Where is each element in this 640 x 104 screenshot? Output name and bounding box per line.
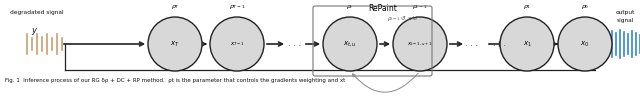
Text: $\rho_{T-1}$: $\rho_{T-1}$ — [229, 3, 245, 11]
Text: $\rho_0$: $\rho_0$ — [581, 3, 589, 11]
Text: $x_{t,u}$: $x_{t,u}$ — [343, 40, 357, 48]
Text: $x_{T-1}$: $x_{T-1}$ — [230, 40, 244, 48]
Text: $x_T$: $x_T$ — [170, 39, 180, 49]
Text: $\rho_{t-1}\circlearrowleft$ x U: $\rho_{t-1}\circlearrowleft$ x U — [387, 14, 419, 23]
Circle shape — [558, 17, 612, 71]
Text: $\rho_{t-1}$: $\rho_{t-1}$ — [412, 3, 428, 11]
Circle shape — [393, 17, 447, 71]
Text: RePaint: RePaint — [369, 4, 397, 13]
Text: degradated signal: degradated signal — [10, 10, 63, 15]
Text: $x_{t-1,u+1}$: $x_{t-1,u+1}$ — [407, 40, 433, 48]
FancyArrowPatch shape — [353, 73, 418, 92]
Circle shape — [210, 17, 264, 71]
Text: $y$: $y$ — [31, 26, 38, 37]
Text: Fig. 1  Inference process of our RG δρ + DC + RP method.  ρt is the parameter th: Fig. 1 Inference process of our RG δρ + … — [5, 78, 345, 83]
Text: output: output — [615, 10, 635, 15]
Text: . . .: . . . — [289, 40, 301, 48]
Text: signal: signal — [616, 18, 634, 23]
Text: $x_0$: $x_0$ — [580, 39, 589, 49]
Circle shape — [323, 17, 377, 71]
Text: $\rho_t$: $\rho_t$ — [346, 3, 354, 11]
Circle shape — [148, 17, 202, 71]
Text: . . .: . . . — [465, 40, 479, 48]
Text: . . .: . . . — [493, 40, 507, 48]
Circle shape — [500, 17, 554, 71]
Text: $\rho_T$: $\rho_T$ — [170, 3, 179, 11]
Text: $\rho_1$: $\rho_1$ — [523, 3, 531, 11]
Text: $x_1$: $x_1$ — [522, 39, 531, 49]
